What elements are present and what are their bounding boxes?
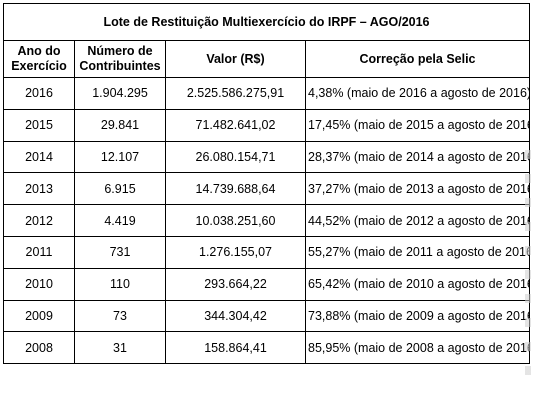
cell-value: 344.304,42 [165,299,306,333]
title-row: Lote de Restituição Multiexercício do IR… [2,3,531,41]
cell-correction: 65,42% (maio de 2010 a agosto de 2016) [304,267,531,301]
cell-count: 6.915 [74,172,166,206]
cell-correction: 44,52% (maio de 2012 a agosto de 2016) [304,204,531,237]
table-row: 2014 12.107 26.080.154,71 28,37% (maio d… [3,140,531,174]
table-title: Lote de Restituição Multiexercício do IR… [2,3,531,41]
table-row: 2013 6.915 14.739.688,64 37,27% (maio de… [3,172,531,206]
cell-year: 2010 [3,267,75,301]
header-count: Número de Contribuintes [74,40,166,78]
cell-correction: 17,45% (maio de 2015 a agosto de 2016) [304,108,531,142]
header-count-line2: Contribuintes [79,59,161,73]
cell-count: 31 [74,331,166,365]
cell-value: 1.276.155,07 [165,235,306,269]
cell-correction: 4,38% (maio de 2016 a agosto de 2016) [304,77,531,110]
cell-year: 2013 [3,172,75,206]
cell-count: 110 [74,267,166,301]
table-row: 2016 1.904.295 2.525.586.275,91 4,38% (m… [3,77,531,110]
cell-count: 73 [74,299,166,333]
cell-value: 71.482.641,02 [165,108,306,142]
header-row: Ano do Exercício Número de Contribuintes… [3,40,531,78]
cell-value: 10.038.251,60 [165,204,306,237]
cell-year: 2016 [3,77,75,110]
cell-year: 2015 [3,108,75,142]
table-row: 2011 731 1.276.155,07 55,27% (maio de 20… [3,235,531,269]
table-row: 2008 31 158.864,41 85,95% (maio de 2008 … [3,331,531,365]
cell-correction: 37,27% (maio de 2013 a agosto de 2016) [304,172,531,206]
cell-count: 1.904.295 [74,77,166,110]
table-row: 2015 29.841 71.482.641,02 17,45% (maio d… [3,108,531,142]
cell-correction: 85,95% (maio de 2008 a agosto de 2016) [304,331,531,365]
table-row: 2012 4.419 10.038.251,60 44,52% (maio de… [3,204,531,237]
cell-count: 12.107 [74,140,166,174]
cell-value: 293.664,22 [165,267,306,301]
cell-year: 2012 [3,204,75,237]
restitution-table: Lote de Restituição Multiexercício do IR… [2,3,531,365]
restitution-table-container: Lote de Restituição Multiexercício do IR… [2,3,531,365]
cell-correction: 55,27% (maio de 2011 a agosto de 2016) [304,235,531,269]
cell-year: 2008 [3,331,75,365]
cell-year: 2014 [3,140,75,174]
header-year-line2: Exercício [11,59,67,73]
cell-count: 4.419 [74,204,166,237]
header-value: Valor (R$) [165,40,306,78]
cell-year: 2009 [3,299,75,333]
cell-count: 29.841 [74,108,166,142]
header-correction: Correção pela Selic [304,40,531,78]
cell-count: 731 [74,235,166,269]
cell-value: 14.739.688,64 [165,172,306,206]
cell-correction: 28,37% (maio de 2014 a agosto de 2016) [304,140,531,174]
watermark-dashes [525,150,531,390]
cell-value: 2.525.586.275,91 [165,77,306,110]
cell-year: 2011 [3,235,75,269]
table-row: 2010 110 293.664,22 65,42% (maio de 2010… [3,267,531,301]
header-count-line1: Número de [87,44,153,58]
header-year-line1: Ano do [17,44,61,58]
cell-value: 26.080.154,71 [165,140,306,174]
header-year: Ano do Exercício [3,40,75,78]
table-row: 2009 73 344.304,42 73,88% (maio de 2009 … [3,299,531,333]
cell-correction: 73,88% (maio de 2009 a agosto de 2016) [304,299,531,333]
cell-value: 158.864,41 [165,331,306,365]
